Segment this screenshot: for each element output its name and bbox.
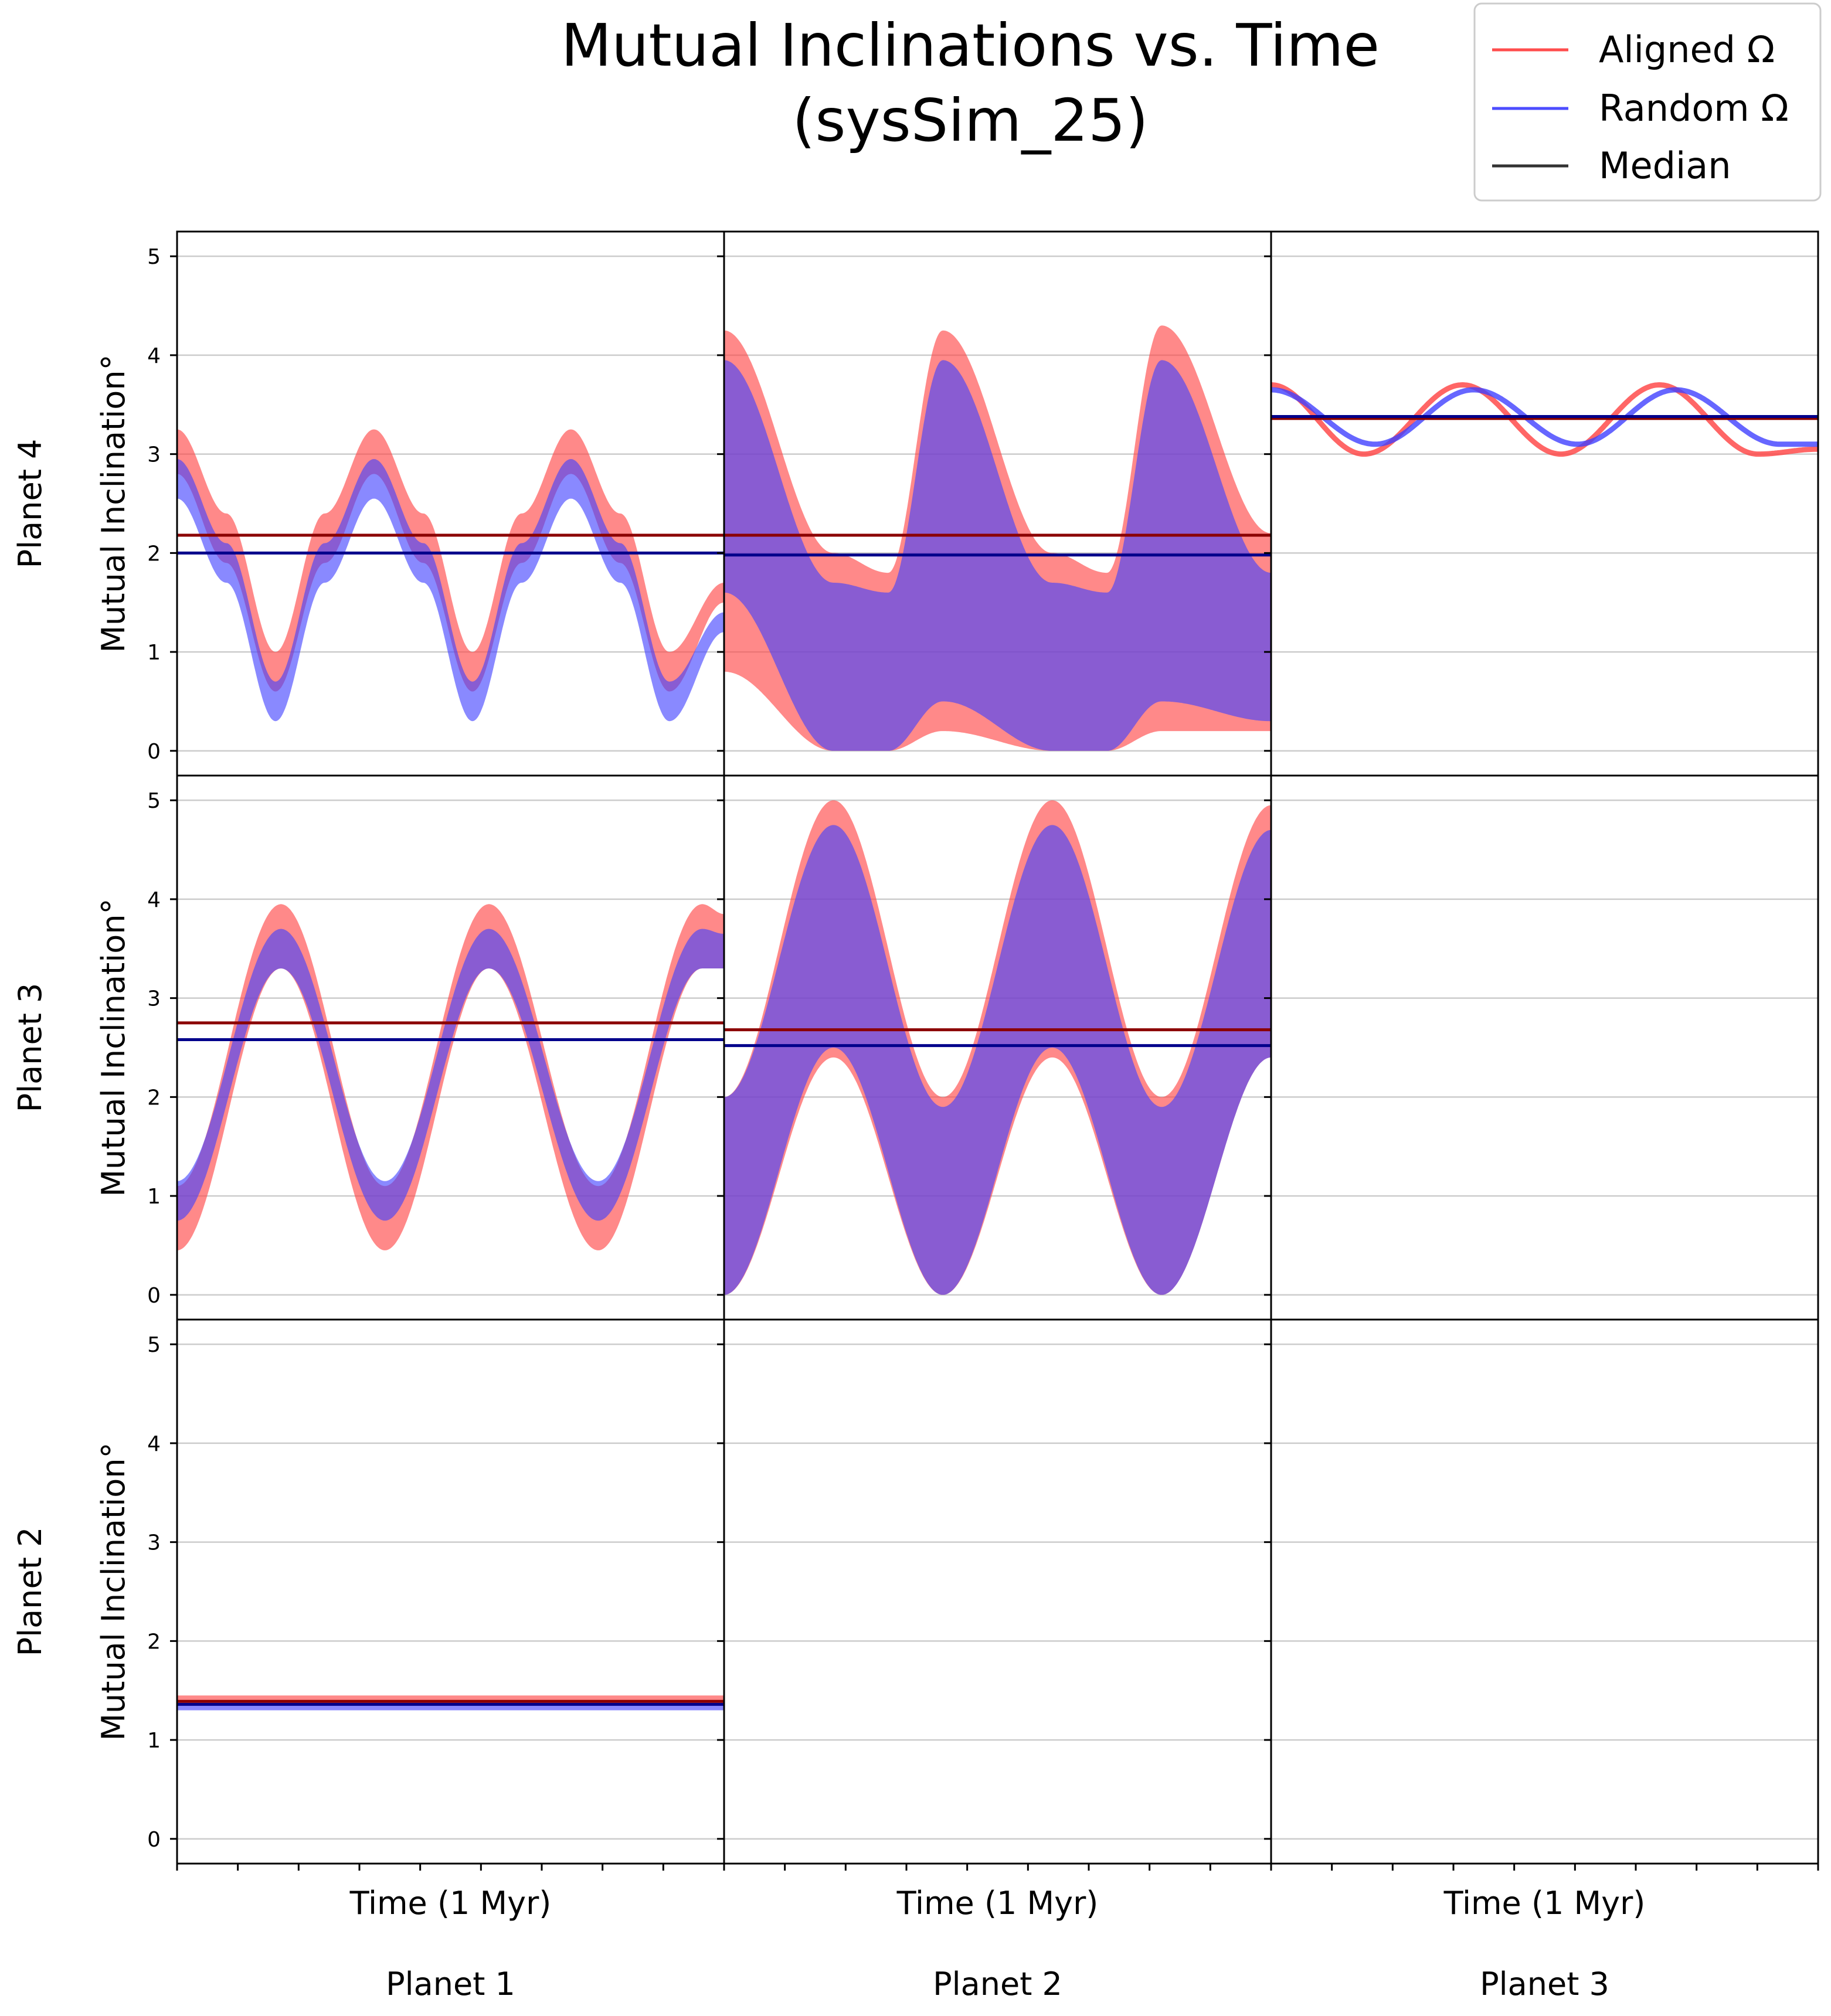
ytick-label-2: 2 <box>147 1086 161 1110</box>
y-axis-label: Mutual Inclination° <box>95 898 132 1196</box>
panel-planet-3-vs-planet-3 <box>1264 774 1819 1321</box>
series-band-random <box>724 825 1271 1295</box>
panel-planet-2-vs-planet-2 <box>717 1318 1272 1871</box>
title-line-2: (sysSim_25) <box>792 86 1148 155</box>
panel-background <box>1271 1320 1818 1864</box>
legend-label-random: Random Ω <box>1599 87 1789 130</box>
ytick-label-0: 0 <box>147 1284 161 1308</box>
col-label-planet-3: Planet 3 <box>1480 1966 1609 2003</box>
panel-background <box>1271 776 1818 1320</box>
ytick-label-1: 1 <box>147 1729 161 1753</box>
x-axis-label: Time (1 Myr) <box>349 1885 552 1922</box>
col-label-planet-1: Planet 1 <box>386 1966 515 2003</box>
row-label-planet-2: Planet 2 <box>12 1527 49 1657</box>
ytick-label-3: 3 <box>147 443 161 467</box>
ytick-label-4: 4 <box>147 888 161 912</box>
ytick-label-5: 5 <box>147 789 161 813</box>
panel-planet-2-vs-planet-3 <box>1264 1318 1819 1871</box>
legend-label-aligned: Aligned Ω <box>1599 28 1775 71</box>
ytick-label-2: 2 <box>147 1630 161 1654</box>
ytick-label-4: 4 <box>147 344 161 368</box>
ytick-label-1: 1 <box>147 1185 161 1209</box>
legend: Aligned Ω Random Ω Median <box>1473 2 1822 202</box>
title-line-1: Mutual Inclinations vs. Time <box>561 11 1380 80</box>
panel-grid: 0 1 2 3 4 5 0 1 2 3 4 5 0 1 2 3 4 5 <box>147 230 1819 1871</box>
ytick-label-0: 0 <box>147 1828 161 1852</box>
panel-background <box>1271 232 1818 776</box>
ytick-label-2: 2 <box>147 542 161 566</box>
ytick-label-0: 0 <box>147 740 161 764</box>
y-axis-label: Mutual Inclination° <box>95 354 132 652</box>
x-axis-label: Time (1 Myr) <box>896 1885 1099 1922</box>
panel-background <box>177 232 724 776</box>
panel-planet-4-vs-planet-1: 0 1 2 3 4 5 <box>147 230 725 777</box>
panel-background <box>724 1320 1271 1864</box>
ytick-label-5: 5 <box>147 1333 161 1357</box>
legend-label-median: Median <box>1599 144 1731 187</box>
panel-plot-area <box>177 904 724 1250</box>
axis-labels: Planet 4 Mutual Inclination° Planet 3 Mutua… <box>12 354 1645 2003</box>
ytick-label-3: 3 <box>147 987 161 1011</box>
ytick-label-5: 5 <box>147 245 161 269</box>
ytick-label-4: 4 <box>147 1432 161 1456</box>
x-axis-label: Time (1 Myr) <box>1443 1885 1646 1922</box>
panel-planet-4-vs-planet-2 <box>717 230 1272 777</box>
figure-title: Mutual Inclinations vs. Time (sysSim_25) <box>561 11 1380 155</box>
panel-background <box>177 1320 724 1864</box>
col-label-planet-2: Planet 2 <box>933 1966 1062 2003</box>
panel-plot-area <box>724 800 1271 1295</box>
panel-planet-3-vs-planet-1: 0 1 2 3 4 5 <box>147 774 725 1321</box>
y-axis-label: Mutual Inclination° <box>95 1442 132 1740</box>
panel-planet-3-vs-planet-2 <box>717 774 1272 1321</box>
ytick-label-1: 1 <box>147 641 161 665</box>
panel-planet-2-vs-planet-1: 0 1 2 3 4 5 <box>147 1318 725 1871</box>
series-line-aligned <box>1271 382 1818 457</box>
panel-plot-area <box>177 429 724 722</box>
ytick-label-3: 3 <box>147 1531 161 1555</box>
row-label-planet-3: Planet 3 <box>12 983 49 1113</box>
panel-frame <box>1270 1318 1819 1865</box>
series-band-random <box>177 929 724 1221</box>
series-band-random <box>177 459 724 722</box>
row-label-planet-4: Planet 4 <box>12 439 49 569</box>
legend-frame <box>1473 2 1822 202</box>
panel-planet-4-vs-planet-3 <box>1264 230 1819 777</box>
